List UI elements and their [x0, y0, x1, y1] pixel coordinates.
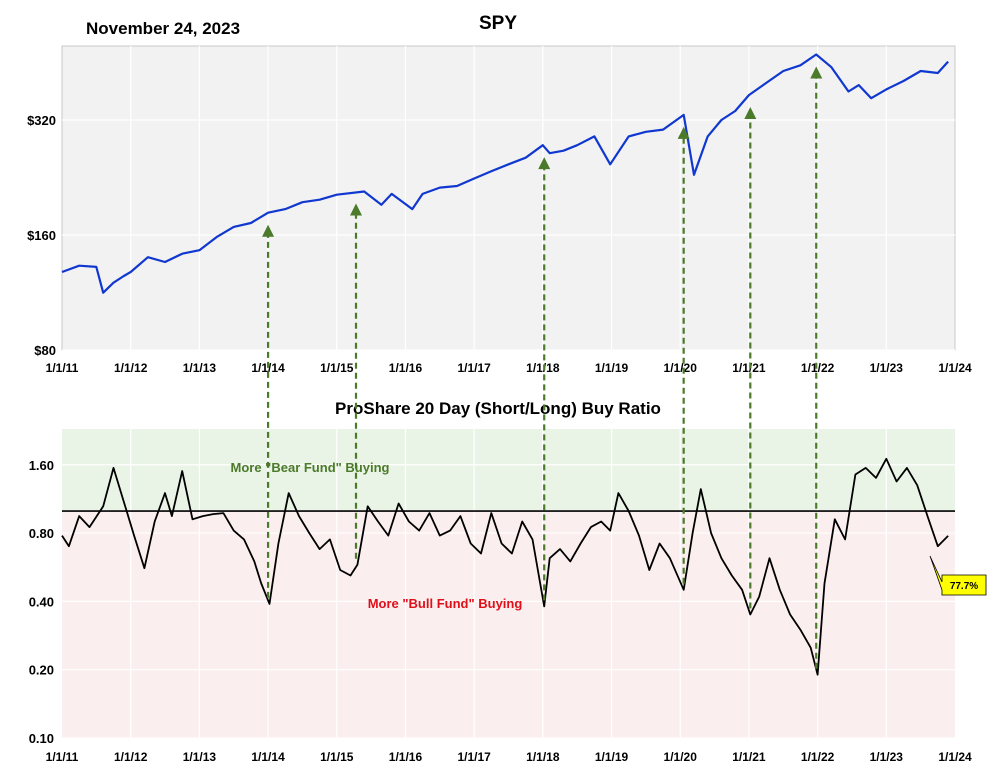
price-panel: 1/1/11 1/1/12 1/1/13 1/1/14 1/1/15 1/1/16 1/1/… [27, 45, 972, 375]
buy-signal-arrow-head [677, 126, 690, 139]
price-xtick-label: 1/1/20 [664, 361, 698, 375]
buy-signal-arrow-head [538, 157, 551, 170]
bear-zone-band [62, 429, 955, 512]
ratio-xtick-label: 1/1/16 [389, 750, 423, 764]
price-xtick-label: 1/1/11 [46, 361, 79, 375]
price-plot-area [61, 45, 956, 351]
buy-signal-arrow-head [810, 66, 823, 79]
ratio-xtick-label: 1/1/15 [320, 750, 354, 764]
ratio-ytick-label: 0.10 [29, 731, 54, 746]
ratio-xtick-label: 1/1/17 [457, 750, 491, 764]
ratio-xtick-label: 1/1/21 [732, 750, 766, 764]
ratio-xtick-label: 1/1/12 [114, 750, 148, 764]
last-value-label: 77.7% [950, 581, 978, 592]
bull-fund-annotation: More "Bull Fund" Buying [368, 596, 523, 611]
price-xtick-label: 1/1/21 [732, 361, 766, 375]
spy-price-line [61, 53, 949, 294]
ratio-xtick-label: 1/1/18 [526, 750, 560, 764]
price-xtick-label: 1/1/13 [183, 361, 217, 375]
ratio-ytick-label: 0.80 [29, 526, 54, 541]
price-xtick-label: 1/1/18 [526, 361, 560, 375]
ratio-ytick-label: 0.20 [29, 663, 54, 678]
ratio-ytick-label: 1.60 [29, 458, 54, 473]
ratio-xtick-label: 1/1/20 [664, 750, 698, 764]
ratio-xtick-label: 1/1/24 [938, 750, 972, 764]
ratio-chart-title: ProShare 20 Day (Short/Long) Buy Ratio [335, 399, 661, 418]
chart-title: SPY [479, 13, 517, 34]
callout-box [929, 555, 987, 596]
ratio-xtick-label: 1/1/19 [595, 750, 629, 764]
price-ytick-label: $320 [27, 113, 56, 128]
price-xtick-label: 1/1/17 [457, 361, 491, 375]
ratio-xtick-label: 1/1/13 [183, 750, 217, 764]
price-xtick-label: 1/1/22 [801, 361, 835, 375]
price-ytick-label: $160 [27, 228, 56, 243]
buy-signal-arrow-head [350, 203, 363, 216]
bear-fund-annotation: More "Bear Fund" Buying [231, 460, 390, 475]
buy-signal-arrows [262, 66, 823, 669]
ratio-xtick-label: 1/1/11 [46, 750, 79, 764]
buy-signal-arrow-head [744, 107, 757, 120]
price-ytick-label: $80 [34, 343, 56, 358]
price-xtick-label: 1/1/15 [320, 361, 354, 375]
last-value-callout: 77.7% [929, 555, 987, 596]
ratio-panel: 1/1/11 1/1/12 1/1/13 1/1/14 1/1/15 1/1/16 1/1/… [29, 429, 972, 764]
bull-zone-band [62, 511, 955, 738]
price-xtick-label: 1/1/23 [870, 361, 904, 375]
ratio-xtick-label: 1/1/23 [870, 750, 904, 764]
buy-ratio-line [61, 457, 949, 676]
date-label: November 24, 2023 [86, 19, 240, 38]
price-xtick-label: 1/1/16 [389, 361, 423, 375]
price-xtick-label: 1/1/12 [114, 361, 148, 375]
price-xtick-label: 1/1/24 [938, 361, 972, 375]
ratio-xtick-label: 1/1/22 [801, 750, 835, 764]
price-xtick-label: 1/1/19 [595, 361, 629, 375]
ratio-ytick-label: 0.40 [29, 594, 54, 609]
ratio-xtick-label: 1/1/14 [251, 750, 285, 764]
price-xtick-label: 1/1/14 [251, 361, 285, 375]
buy-signal-arrow-head [262, 224, 275, 237]
